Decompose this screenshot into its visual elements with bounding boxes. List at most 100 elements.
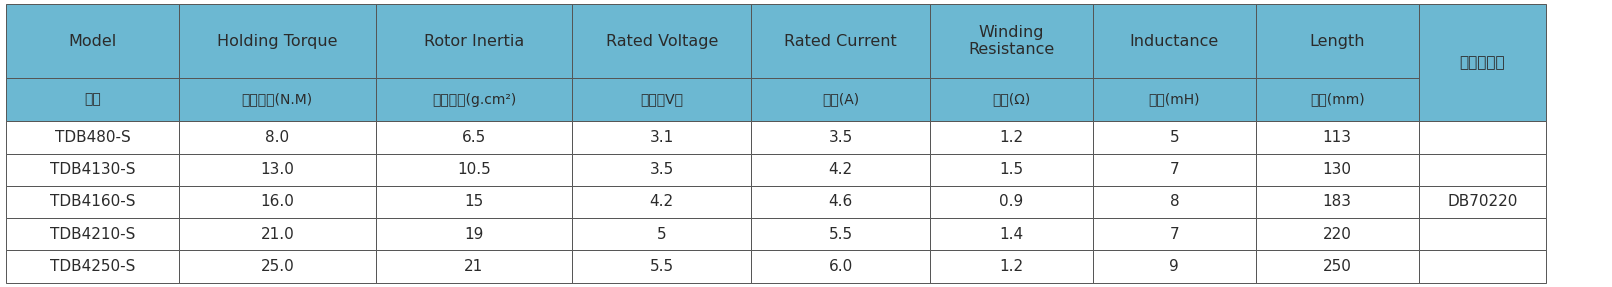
Text: TDB4130-S: TDB4130-S [50,162,135,177]
Text: 轉子慣量(g.cm²): 轉子慣量(g.cm²) [432,93,516,107]
Bar [1256,218,1419,250]
Bar [6,186,179,218]
Bar [1256,121,1419,154]
Bar [572,121,751,154]
Bar [930,121,1093,154]
Text: 183: 183 [1323,195,1351,210]
Bar [930,186,1093,218]
Text: 電感(mH): 電感(mH) [1149,93,1199,107]
Bar [572,154,751,186]
Text: DB70220: DB70220 [1448,195,1517,210]
Bar [6,78,179,121]
Text: 8: 8 [1170,195,1178,210]
Bar [1419,250,1546,283]
Text: Holding Torque: Holding Torque [218,34,337,49]
Text: 5.5: 5.5 [650,259,674,274]
Text: 8.0: 8.0 [266,130,289,145]
Text: 25.0: 25.0 [261,259,293,274]
Text: TDB4160-S: TDB4160-S [50,195,135,210]
Text: 1.2: 1.2 [999,130,1024,145]
Text: 5.5: 5.5 [829,227,853,242]
Bar [930,78,1093,121]
Text: 0.9: 0.9 [999,195,1024,210]
Text: Rotor Inertia: Rotor Inertia [424,34,524,49]
Bar [179,4,376,78]
Text: Rated Current: Rated Current [785,34,896,49]
Bar [572,78,751,121]
Text: Inductance: Inductance [1130,34,1219,49]
Bar [751,250,930,283]
Text: TDB4210-S: TDB4210-S [50,227,135,242]
Bar [1093,186,1256,218]
Bar [1419,121,1546,154]
Bar [1419,154,1546,186]
Bar [376,121,572,154]
Text: 7: 7 [1170,227,1178,242]
Bar [1256,154,1419,186]
Bar [751,154,930,186]
Text: Length: Length [1309,34,1365,49]
Text: Rated Voltage: Rated Voltage [606,34,717,49]
Bar [6,154,179,186]
Text: 16.0: 16.0 [260,195,295,210]
Text: 1.2: 1.2 [999,259,1024,274]
Bar [179,186,376,218]
Text: 3.1: 3.1 [650,130,674,145]
Bar [572,186,751,218]
Bar [376,154,572,186]
Bar [1256,186,1419,218]
Text: 15: 15 [464,195,484,210]
Text: 長度(mm): 長度(mm) [1311,93,1364,107]
Bar [6,121,179,154]
Bar [751,121,930,154]
Bar [6,250,179,283]
Text: Winding
Resistance: Winding Resistance [969,25,1054,57]
Text: 10.5: 10.5 [458,162,490,177]
Text: 1.4: 1.4 [999,227,1024,242]
Bar [376,4,572,78]
Bar [6,4,179,78]
Text: 9: 9 [1169,259,1180,274]
Text: 130: 130 [1323,162,1351,177]
Bar [1419,186,1546,218]
Bar [179,154,376,186]
Text: 5: 5 [658,227,666,242]
Text: 220: 220 [1323,227,1351,242]
Bar [179,250,376,283]
Text: 電阻(Ω): 電阻(Ω) [993,93,1030,107]
Bar [1256,78,1419,121]
Bar [1093,4,1256,78]
Bar [930,250,1093,283]
Text: 適配驅動器: 適配驅動器 [1459,55,1506,70]
Text: 7: 7 [1170,162,1178,177]
Text: 3.5: 3.5 [829,130,853,145]
Bar [179,78,376,121]
Text: TDB4250-S: TDB4250-S [50,259,135,274]
Bar [572,218,751,250]
Bar [751,78,930,121]
Bar [179,121,376,154]
Text: 電壓（V）: 電壓（V） [640,93,683,107]
Bar [376,218,572,250]
Text: 5: 5 [1170,130,1178,145]
Text: 6.5: 6.5 [461,130,487,145]
Bar [751,4,930,78]
Bar [930,154,1093,186]
Text: 19: 19 [464,227,484,242]
Text: 113: 113 [1323,130,1351,145]
Bar [376,186,572,218]
Bar [1093,250,1256,283]
Bar [572,250,751,283]
Text: 21.0: 21.0 [261,227,293,242]
Bar [1093,121,1256,154]
Bar [930,4,1093,78]
Text: 4.2: 4.2 [829,162,853,177]
Bar [179,218,376,250]
Text: 3.5: 3.5 [650,162,674,177]
Bar [1256,4,1419,78]
Bar [1093,218,1256,250]
Text: 250: 250 [1323,259,1351,274]
Bar [1093,78,1256,121]
Text: 21: 21 [464,259,484,274]
Bar [376,250,572,283]
